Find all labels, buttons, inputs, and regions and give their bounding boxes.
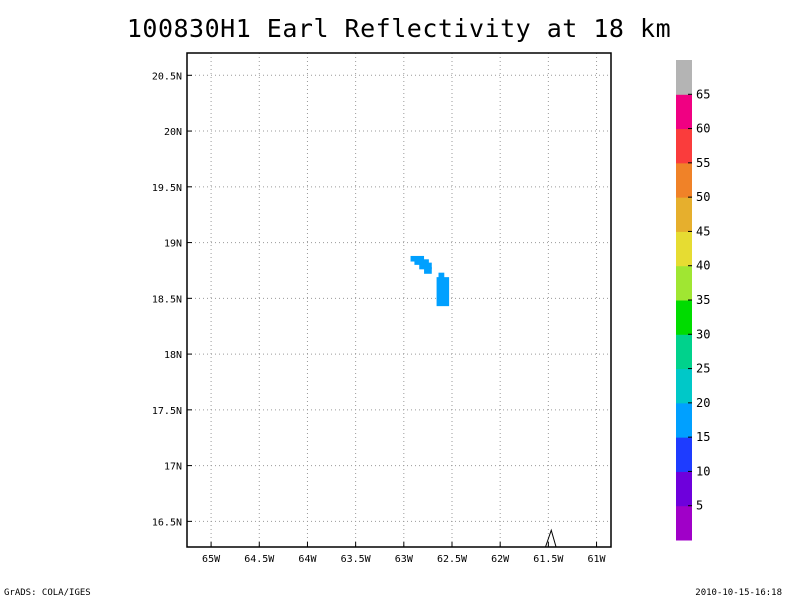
colorbar-label: 55 [696, 156, 710, 170]
colorbar-label: 65 [696, 87, 710, 101]
grid-lines [187, 53, 611, 547]
colorbar-label: 20 [696, 396, 710, 410]
lon-tick-label: 61W [588, 554, 607, 565]
lon-tick-label: 63W [395, 554, 414, 565]
colorbar-label: 5 [696, 499, 703, 513]
colorbar-swatch [676, 128, 692, 164]
lon-tick-label: 62.5W [437, 554, 468, 565]
lon-tick-label: 64W [298, 554, 317, 565]
coastline [545, 528, 557, 548]
colorbar-label: 15 [696, 430, 710, 444]
lon-tick-label: 63.5W [341, 554, 372, 565]
colorbar-label: 60 [696, 122, 710, 136]
footer-timestamp: 2010-10-15-16:18 [695, 588, 782, 598]
lat-tick-label: 19N [164, 239, 182, 250]
latitude-tick-labels: 16.5N 17N 17.5N 18N 18.5N 19N 19.5N 20N 20.5N [152, 71, 192, 528]
lat-tick-label: 18N [164, 350, 182, 361]
reflectivity-cell [419, 262, 432, 270]
reflectivity-cell [414, 259, 429, 265]
footer-credit: GrADS: COLA/IGES [4, 588, 91, 598]
colorbar-swatch [676, 94, 692, 130]
lon-tick-label: 65W [202, 554, 221, 565]
lon-tick-label: 61.5W [533, 554, 564, 565]
lat-tick-label: 20N [164, 127, 182, 138]
colorbar-swatch [676, 334, 692, 370]
colorbar-label: 10 [696, 464, 710, 478]
colorbar-label: 40 [696, 259, 710, 273]
lat-tick-label: 17N [164, 462, 182, 473]
colorbar-swatch [676, 231, 692, 267]
colorbar-swatch [676, 300, 692, 335]
lon-tick-label: 64.5W [244, 554, 275, 565]
island-outline [545, 528, 557, 548]
colorbar-label: 45 [696, 224, 710, 238]
plot-title: 100830H1 Earl Reflectivity at 18 km [0, 14, 800, 43]
lat-tick-label: 16.5N [152, 517, 182, 528]
lat-tick-label: 18.5N [152, 294, 182, 305]
reflectivity-field [410, 255, 450, 307]
reflectivity-cell [436, 277, 450, 307]
longitude-tick-labels: 65W 64.5W 64W 63.5W 63W 62.5W 62W 61.5W 61W [202, 542, 607, 565]
lat-tick-label: 20.5N [152, 71, 182, 82]
colorbar-swatch [676, 437, 692, 472]
colorbar-swatch [676, 265, 692, 301]
colorbar-swatch [676, 402, 692, 438]
lat-tick-label: 17.5N [152, 406, 182, 417]
reflectivity-cell [438, 272, 445, 280]
colorbar-label: 50 [696, 190, 710, 204]
colorbar: 5 10 15 20 25 30 35 40 45 50 55 60 65 [676, 60, 710, 541]
colorbar-swatch [676, 60, 692, 95]
lat-tick-label: 19.5N [152, 183, 182, 194]
colorbar-swatch [676, 162, 692, 198]
colorbar-label: 25 [696, 362, 710, 376]
reflectivity-cell [410, 255, 425, 262]
colorbar-label: 30 [696, 327, 710, 341]
colorbar-swatch [676, 368, 692, 404]
colorbar-swatch [676, 471, 692, 507]
colorbar-label: 35 [696, 293, 710, 307]
colorbar-swatch [676, 505, 692, 541]
plot-title-text: 100830H1 Earl Reflectivity at 18 km [126, 14, 672, 43]
map-frame [186, 52, 612, 548]
colorbar-swatch [676, 197, 692, 232]
lon-tick-label: 62W [491, 554, 510, 565]
reflectivity-cell [424, 267, 432, 274]
